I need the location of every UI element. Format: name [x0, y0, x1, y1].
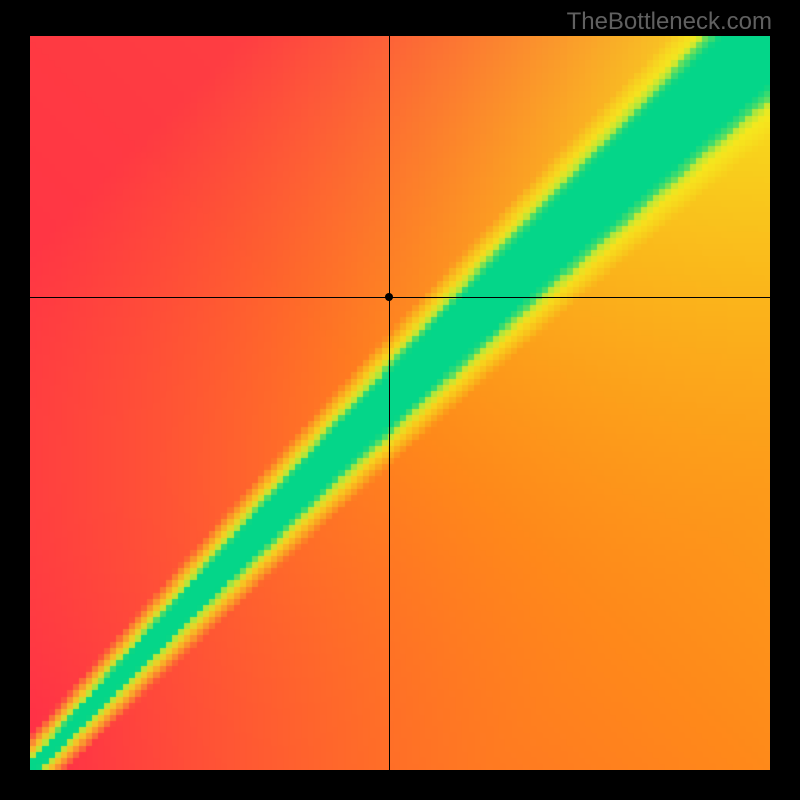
- marker-dot: [385, 293, 393, 301]
- bottleneck-heatmap: [30, 36, 770, 770]
- watermark-text: TheBottleneck.com: [567, 8, 772, 36]
- crosshair-vertical: [389, 36, 390, 770]
- crosshair-horizontal: [30, 297, 770, 298]
- heatmap-canvas: [30, 36, 770, 770]
